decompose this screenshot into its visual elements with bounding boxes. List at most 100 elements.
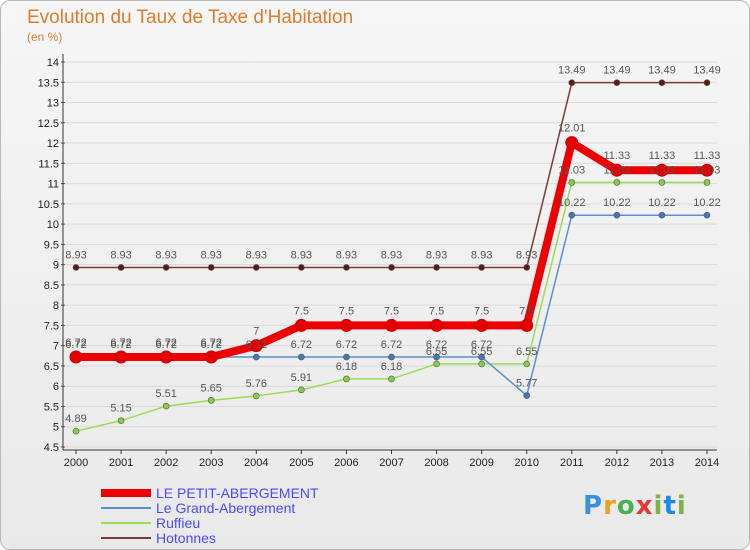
data-label-petit: 7.5 bbox=[384, 305, 399, 317]
data-point-petit bbox=[159, 350, 173, 364]
y-tick-label: 12.5 bbox=[38, 118, 59, 130]
logo-letter: i bbox=[653, 491, 664, 521]
data-point-grand bbox=[658, 211, 666, 219]
y-tick-label: 11.5 bbox=[38, 158, 59, 170]
y-tick-label: 10 bbox=[47, 219, 59, 231]
data-label-ruffieu: 6.18 bbox=[381, 361, 402, 373]
data-label-petit: 7.5 bbox=[294, 305, 309, 317]
data-point-hotonnes bbox=[478, 264, 485, 271]
data-point-grand bbox=[523, 392, 531, 399]
data-point-ruffieu bbox=[433, 360, 440, 368]
data-point-petit bbox=[700, 163, 714, 177]
data-point-ruffieu bbox=[298, 386, 305, 394]
data-label-ruffieu: 11.03 bbox=[694, 164, 721, 176]
data-point-ruffieu bbox=[613, 179, 621, 186]
data-label-grand: 6.72 bbox=[246, 339, 267, 351]
data-label-grand: 6.72 bbox=[381, 339, 402, 351]
data-label-petit: 7.5 bbox=[519, 305, 534, 317]
data-point-grand bbox=[343, 353, 350, 361]
data-point-hotonnes bbox=[252, 264, 260, 271]
x-tick-label: 2009 bbox=[469, 457, 493, 469]
data-label-grand: 10.22 bbox=[693, 197, 721, 209]
data-label-hotonnes: 8.93 bbox=[471, 249, 492, 261]
data-label-ruffieu: 6.55 bbox=[516, 346, 537, 358]
data-label-petit: 11.33 bbox=[649, 150, 676, 162]
data-label-ruffieu: 11.03 bbox=[558, 164, 585, 176]
chart-title: Evolution du Taux de Taxe d'Habitation bbox=[27, 7, 354, 28]
y-tick-label: 10.5 bbox=[38, 199, 59, 211]
data-label-grand: 5.77 bbox=[516, 378, 537, 390]
data-point-ruffieu bbox=[72, 427, 80, 435]
data-point-ruffieu bbox=[478, 360, 485, 368]
data-point-petit bbox=[475, 318, 489, 332]
data-point-hotonnes bbox=[523, 264, 531, 271]
x-tick-label: 2003 bbox=[199, 457, 223, 469]
data-point-petit bbox=[385, 318, 398, 332]
data-label-petit: 6.72 bbox=[110, 337, 131, 349]
data-label-ruffieu: 5.65 bbox=[201, 382, 222, 394]
y-tick-label: 5.5 bbox=[44, 401, 59, 413]
y-tick-label: 12 bbox=[47, 138, 59, 150]
data-label-grand: 6.72 bbox=[426, 339, 447, 351]
data-label-hotonnes: 8.93 bbox=[426, 249, 447, 261]
series-layer bbox=[69, 79, 714, 435]
y-tick-label: 5 bbox=[53, 422, 59, 434]
data-label-ruffieu: 11.03 bbox=[603, 164, 630, 176]
data-label-petit: 6.72 bbox=[65, 337, 86, 349]
data-point-hotonnes bbox=[298, 264, 305, 271]
y-tick-label: 9 bbox=[53, 260, 59, 272]
data-point-ruffieu bbox=[523, 360, 531, 368]
legend-label-hotonnes: Hotonnes bbox=[156, 530, 216, 546]
data-point-petit bbox=[655, 163, 669, 177]
y-tick-label: 4.5 bbox=[44, 442, 59, 454]
x-tick-label: 2013 bbox=[650, 457, 674, 469]
data-label-grand: 6.72 bbox=[201, 339, 222, 351]
data-label-grand: 6.72 bbox=[65, 339, 86, 351]
data-point-grand bbox=[613, 211, 621, 219]
data-point-petit bbox=[339, 318, 353, 332]
data-point-hotonnes bbox=[343, 264, 350, 271]
data-point-ruffieu bbox=[162, 402, 170, 410]
x-tick-label: 2007 bbox=[379, 457, 403, 469]
data-point-grand bbox=[568, 211, 576, 219]
logo-letter: i bbox=[676, 491, 687, 521]
data-label-grand: 10.22 bbox=[648, 197, 676, 209]
y-tick-label: 6 bbox=[53, 381, 59, 393]
data-label-ruffieu: 5.51 bbox=[155, 388, 176, 400]
data-label-hotonnes: 8.93 bbox=[516, 249, 537, 261]
data-label-hotonnes: 13.49 bbox=[693, 65, 721, 77]
y-tick-label: 13 bbox=[47, 98, 59, 110]
y-tick-label: 6.5 bbox=[44, 361, 59, 373]
data-label-hotonnes: 8.93 bbox=[336, 249, 357, 261]
data-label-petit: 11.33 bbox=[694, 150, 721, 162]
data-label-hotonnes: 8.93 bbox=[381, 249, 402, 261]
y-tick-label: 8.5 bbox=[44, 280, 59, 292]
data-label-grand: 10.22 bbox=[558, 197, 586, 209]
y-tick-label: 11 bbox=[48, 179, 59, 191]
data-label-hotonnes: 8.93 bbox=[155, 249, 176, 261]
data-label-ruffieu: 6.18 bbox=[336, 361, 357, 373]
data-point-grand bbox=[433, 353, 440, 361]
x-tick-label: 2005 bbox=[289, 457, 313, 469]
legend-label-grand: Le Grand-Abergement bbox=[156, 500, 295, 516]
y-tick-label: 13.5 bbox=[38, 77, 59, 89]
data-label-ruffieu: 6.55 bbox=[471, 346, 492, 358]
data-label-petit: 7.5 bbox=[429, 305, 444, 317]
data-label-ruffieu: 5.15 bbox=[110, 403, 131, 415]
data-label-ruffieu: 5.91 bbox=[291, 372, 312, 384]
data-label-grand: 6.72 bbox=[471, 339, 492, 351]
data-label-hotonnes: 8.93 bbox=[201, 249, 222, 261]
data-point-hotonnes bbox=[568, 79, 576, 86]
data-point-ruffieu bbox=[252, 392, 260, 400]
data-point-petit bbox=[114, 350, 128, 364]
x-tick-label: 2008 bbox=[424, 457, 448, 469]
data-point-ruffieu bbox=[568, 179, 576, 186]
x-tick-label: 2011 bbox=[560, 457, 584, 469]
data-labels: 8.93 8.93 8.93 8.93 8.93 8.93 8.93 8.93 8.93 8.93… bbox=[65, 65, 720, 426]
x-tick-label: 2010 bbox=[514, 457, 538, 469]
data-point-ruffieu bbox=[658, 179, 666, 186]
data-point-grand bbox=[298, 353, 305, 361]
data-point-ruffieu bbox=[343, 375, 350, 383]
data-point-grand bbox=[388, 353, 395, 361]
